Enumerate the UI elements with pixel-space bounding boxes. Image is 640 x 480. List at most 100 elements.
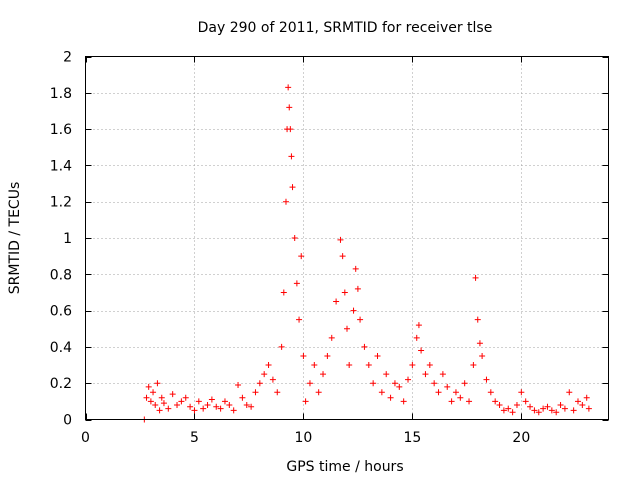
- data-point: [286, 104, 293, 111]
- grid-lines: [85, 56, 609, 420]
- data-point: [145, 383, 152, 390]
- data-point: [160, 400, 167, 407]
- data-point: [143, 394, 150, 401]
- data-point: [191, 407, 198, 414]
- data-point: [422, 371, 429, 378]
- data-point: [158, 394, 165, 401]
- data-point: [208, 396, 215, 403]
- data-point: [387, 394, 394, 401]
- data-point: [315, 389, 322, 396]
- data-point: [320, 371, 327, 378]
- data-point: [302, 398, 309, 405]
- data-point: [147, 398, 154, 405]
- data-point: [352, 265, 359, 272]
- data-point: [431, 380, 438, 387]
- data-point: [337, 236, 344, 243]
- data-point: [553, 409, 560, 416]
- data-point: [217, 405, 224, 412]
- data-point: [391, 380, 398, 387]
- data-point: [346, 362, 353, 369]
- data-point: [357, 316, 364, 323]
- data-point: [426, 362, 433, 369]
- data-point: [365, 362, 372, 369]
- y-tick-label: 0.6: [50, 304, 72, 320]
- data-point: [452, 389, 459, 396]
- data-point: [150, 389, 157, 396]
- data-point: [239, 394, 246, 401]
- data-point: [496, 401, 503, 408]
- data-point: [333, 298, 340, 305]
- axis-ticks: [85, 56, 609, 421]
- data-point: [396, 383, 403, 390]
- data-point: [544, 403, 551, 410]
- y-tick-label: 1.8: [50, 86, 72, 102]
- x-axis-label: GPS time / hours: [286, 459, 403, 475]
- data-points: [141, 84, 592, 423]
- x-tick-label: 10: [295, 430, 313, 446]
- data-point: [513, 401, 520, 408]
- y-tick-label: 1: [63, 231, 72, 247]
- data-point: [361, 343, 368, 350]
- x-tick-label: 0: [81, 430, 90, 446]
- data-point: [479, 352, 486, 359]
- data-point: [291, 235, 298, 241]
- data-point: [280, 289, 287, 296]
- data-point: [252, 389, 259, 396]
- data-point: [311, 362, 318, 369]
- data-point: [505, 405, 512, 412]
- data-point: [269, 376, 276, 383]
- data-point: [444, 383, 451, 390]
- data-point: [548, 407, 555, 414]
- data-point: [474, 316, 481, 323]
- data-point: [200, 405, 207, 412]
- data-point: [527, 403, 534, 410]
- x-tick-labels: 0 5 10 15 20: [81, 430, 530, 446]
- y-tick-labels: 0 0.2 0.4 0.6 0.8 1 1.2 1.4 1.6 1.8 2: [50, 50, 72, 429]
- data-point: [165, 405, 172, 412]
- data-point: [400, 398, 407, 405]
- data-point: [298, 253, 305, 260]
- data-point: [435, 389, 442, 396]
- data-point: [500, 407, 507, 414]
- data-point: [418, 347, 425, 354]
- data-point: [285, 84, 292, 91]
- data-point: [187, 403, 194, 410]
- y-tick-label: 0.2: [50, 376, 72, 392]
- data-point: [154, 380, 161, 387]
- data-point: [566, 389, 573, 396]
- data-point: [461, 380, 468, 387]
- data-point: [278, 343, 285, 350]
- data-point: [230, 407, 237, 414]
- data-point: [466, 398, 473, 405]
- data-point: [583, 394, 590, 401]
- data-point: [178, 398, 185, 405]
- data-point: [344, 325, 350, 332]
- x-tick-label: 15: [403, 430, 421, 446]
- data-point: [413, 334, 420, 341]
- data-point: [221, 398, 228, 405]
- y-tick-label: 1.6: [50, 122, 72, 138]
- data-point: [535, 409, 542, 416]
- data-point: [300, 352, 307, 359]
- data-point: [339, 253, 346, 260]
- data-point: [448, 398, 455, 405]
- data-point: [243, 401, 250, 408]
- x-tick-label: 5: [190, 430, 199, 446]
- data-point: [585, 405, 592, 412]
- data-point: [374, 352, 381, 359]
- data-point: [415, 322, 422, 329]
- data-point: [509, 409, 516, 416]
- chart-title: Day 290 of 2011, SRMTID for receiver tls…: [198, 20, 493, 36]
- data-point: [483, 376, 490, 383]
- data-point: [522, 398, 529, 405]
- data-point: [226, 401, 233, 408]
- data-point: [579, 401, 586, 408]
- data-point: [213, 403, 220, 410]
- data-point: [248, 403, 255, 410]
- data-point: [350, 307, 357, 314]
- data-point: [282, 198, 289, 205]
- data-point: [265, 362, 272, 369]
- y-tick-label: 0.8: [50, 267, 72, 283]
